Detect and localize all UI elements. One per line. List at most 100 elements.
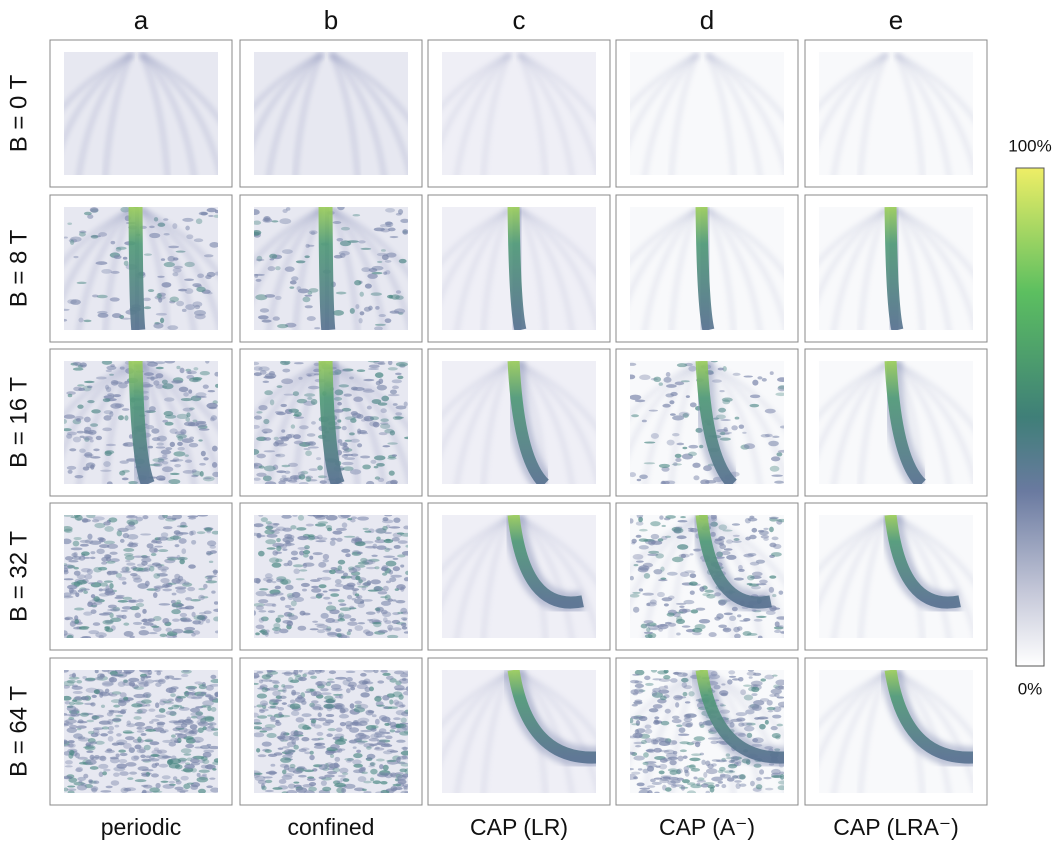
fringe: [254, 52, 323, 109]
speckle: [98, 588, 103, 592]
speckle: [172, 628, 184, 634]
speckle: [126, 534, 139, 540]
fringe: [329, 52, 386, 175]
panel: [49, 657, 233, 806]
speckle: [334, 578, 342, 585]
panel-frame: [615, 348, 799, 497]
speckle: [339, 693, 344, 700]
speckle: [263, 431, 268, 434]
speckle: [189, 724, 198, 730]
speckle: [360, 247, 372, 250]
speckle: [261, 679, 273, 682]
speckle: [296, 527, 307, 531]
speckle: [68, 743, 74, 748]
speckle: [123, 630, 134, 637]
speckle: [254, 209, 260, 216]
speckle: [262, 577, 274, 582]
speckle: [108, 517, 118, 523]
fringe: [643, 361, 699, 484]
speckle: [403, 691, 408, 696]
fringe: [517, 207, 574, 330]
speckle: [374, 326, 383, 330]
speckle: [764, 787, 774, 791]
speckle: [389, 750, 399, 753]
speckle: [739, 783, 747, 787]
speckle: [115, 714, 124, 717]
speckle: [748, 686, 756, 692]
speckle: [374, 731, 386, 736]
beam: [318, 207, 336, 330]
speckle: [675, 602, 687, 605]
speckle: [659, 778, 670, 784]
speckle: [770, 688, 782, 695]
speckle: [177, 603, 185, 607]
speckle: [84, 744, 96, 751]
speckle: [76, 281, 87, 285]
speckle: [311, 700, 319, 704]
speckle: [683, 599, 695, 605]
speckle: [329, 609, 340, 615]
speckle: [76, 725, 87, 729]
speckle: [93, 689, 100, 695]
speckle: [339, 252, 346, 258]
speckle: [273, 622, 281, 629]
speckle: [359, 311, 365, 316]
speckle: [279, 218, 292, 225]
speckle: [115, 753, 120, 758]
speckle: [383, 617, 388, 623]
speckle: [631, 703, 638, 707]
speckle: [168, 763, 181, 769]
speckle: [755, 615, 767, 619]
speckle: [384, 620, 392, 625]
speckle: [643, 572, 651, 579]
speckle: [102, 682, 115, 686]
speckle: [82, 466, 90, 471]
beam: [507, 361, 550, 484]
speckle: [64, 414, 76, 419]
speckle: [198, 439, 203, 442]
speckle: [296, 398, 308, 404]
speckle: [149, 225, 155, 229]
speckle: [90, 551, 96, 555]
speckle: [106, 365, 117, 370]
speckle: [366, 580, 372, 586]
speckle: [149, 565, 155, 572]
colorbar: [1015, 167, 1045, 667]
speckle: [284, 266, 295, 272]
speckle: [113, 772, 120, 777]
speckle: [760, 678, 767, 682]
speckle: [402, 671, 408, 675]
speckle: [395, 599, 406, 604]
speckle: [145, 729, 157, 732]
speckle: [368, 305, 373, 311]
speckle: [90, 234, 99, 239]
speckle: [290, 525, 297, 530]
speckle: [389, 699, 394, 705]
speckle: [697, 777, 705, 781]
speckle: [74, 619, 80, 624]
speckle: [400, 611, 408, 615]
speckle: [128, 677, 140, 683]
speckle: [212, 768, 217, 771]
speckle: [387, 393, 400, 397]
speckle: [69, 589, 77, 595]
speckle: [205, 575, 217, 578]
speckle: [335, 628, 342, 633]
fringe: [64, 361, 133, 418]
speckle: [683, 713, 692, 718]
speckle: [774, 629, 782, 633]
fringe: [706, 670, 784, 790]
speckle: [353, 598, 365, 605]
speckle: [752, 379, 759, 386]
speckle: [90, 732, 99, 738]
speckle: [280, 403, 287, 408]
speckle: [256, 704, 264, 708]
colorbar-max-label: 100%: [1008, 136, 1051, 155]
speckle: [671, 556, 684, 563]
speckle: [259, 700, 268, 706]
speckle: [761, 377, 767, 382]
speckle: [708, 632, 717, 638]
speckle: [138, 747, 146, 754]
speckle: [304, 690, 312, 694]
speckle: [392, 385, 399, 390]
